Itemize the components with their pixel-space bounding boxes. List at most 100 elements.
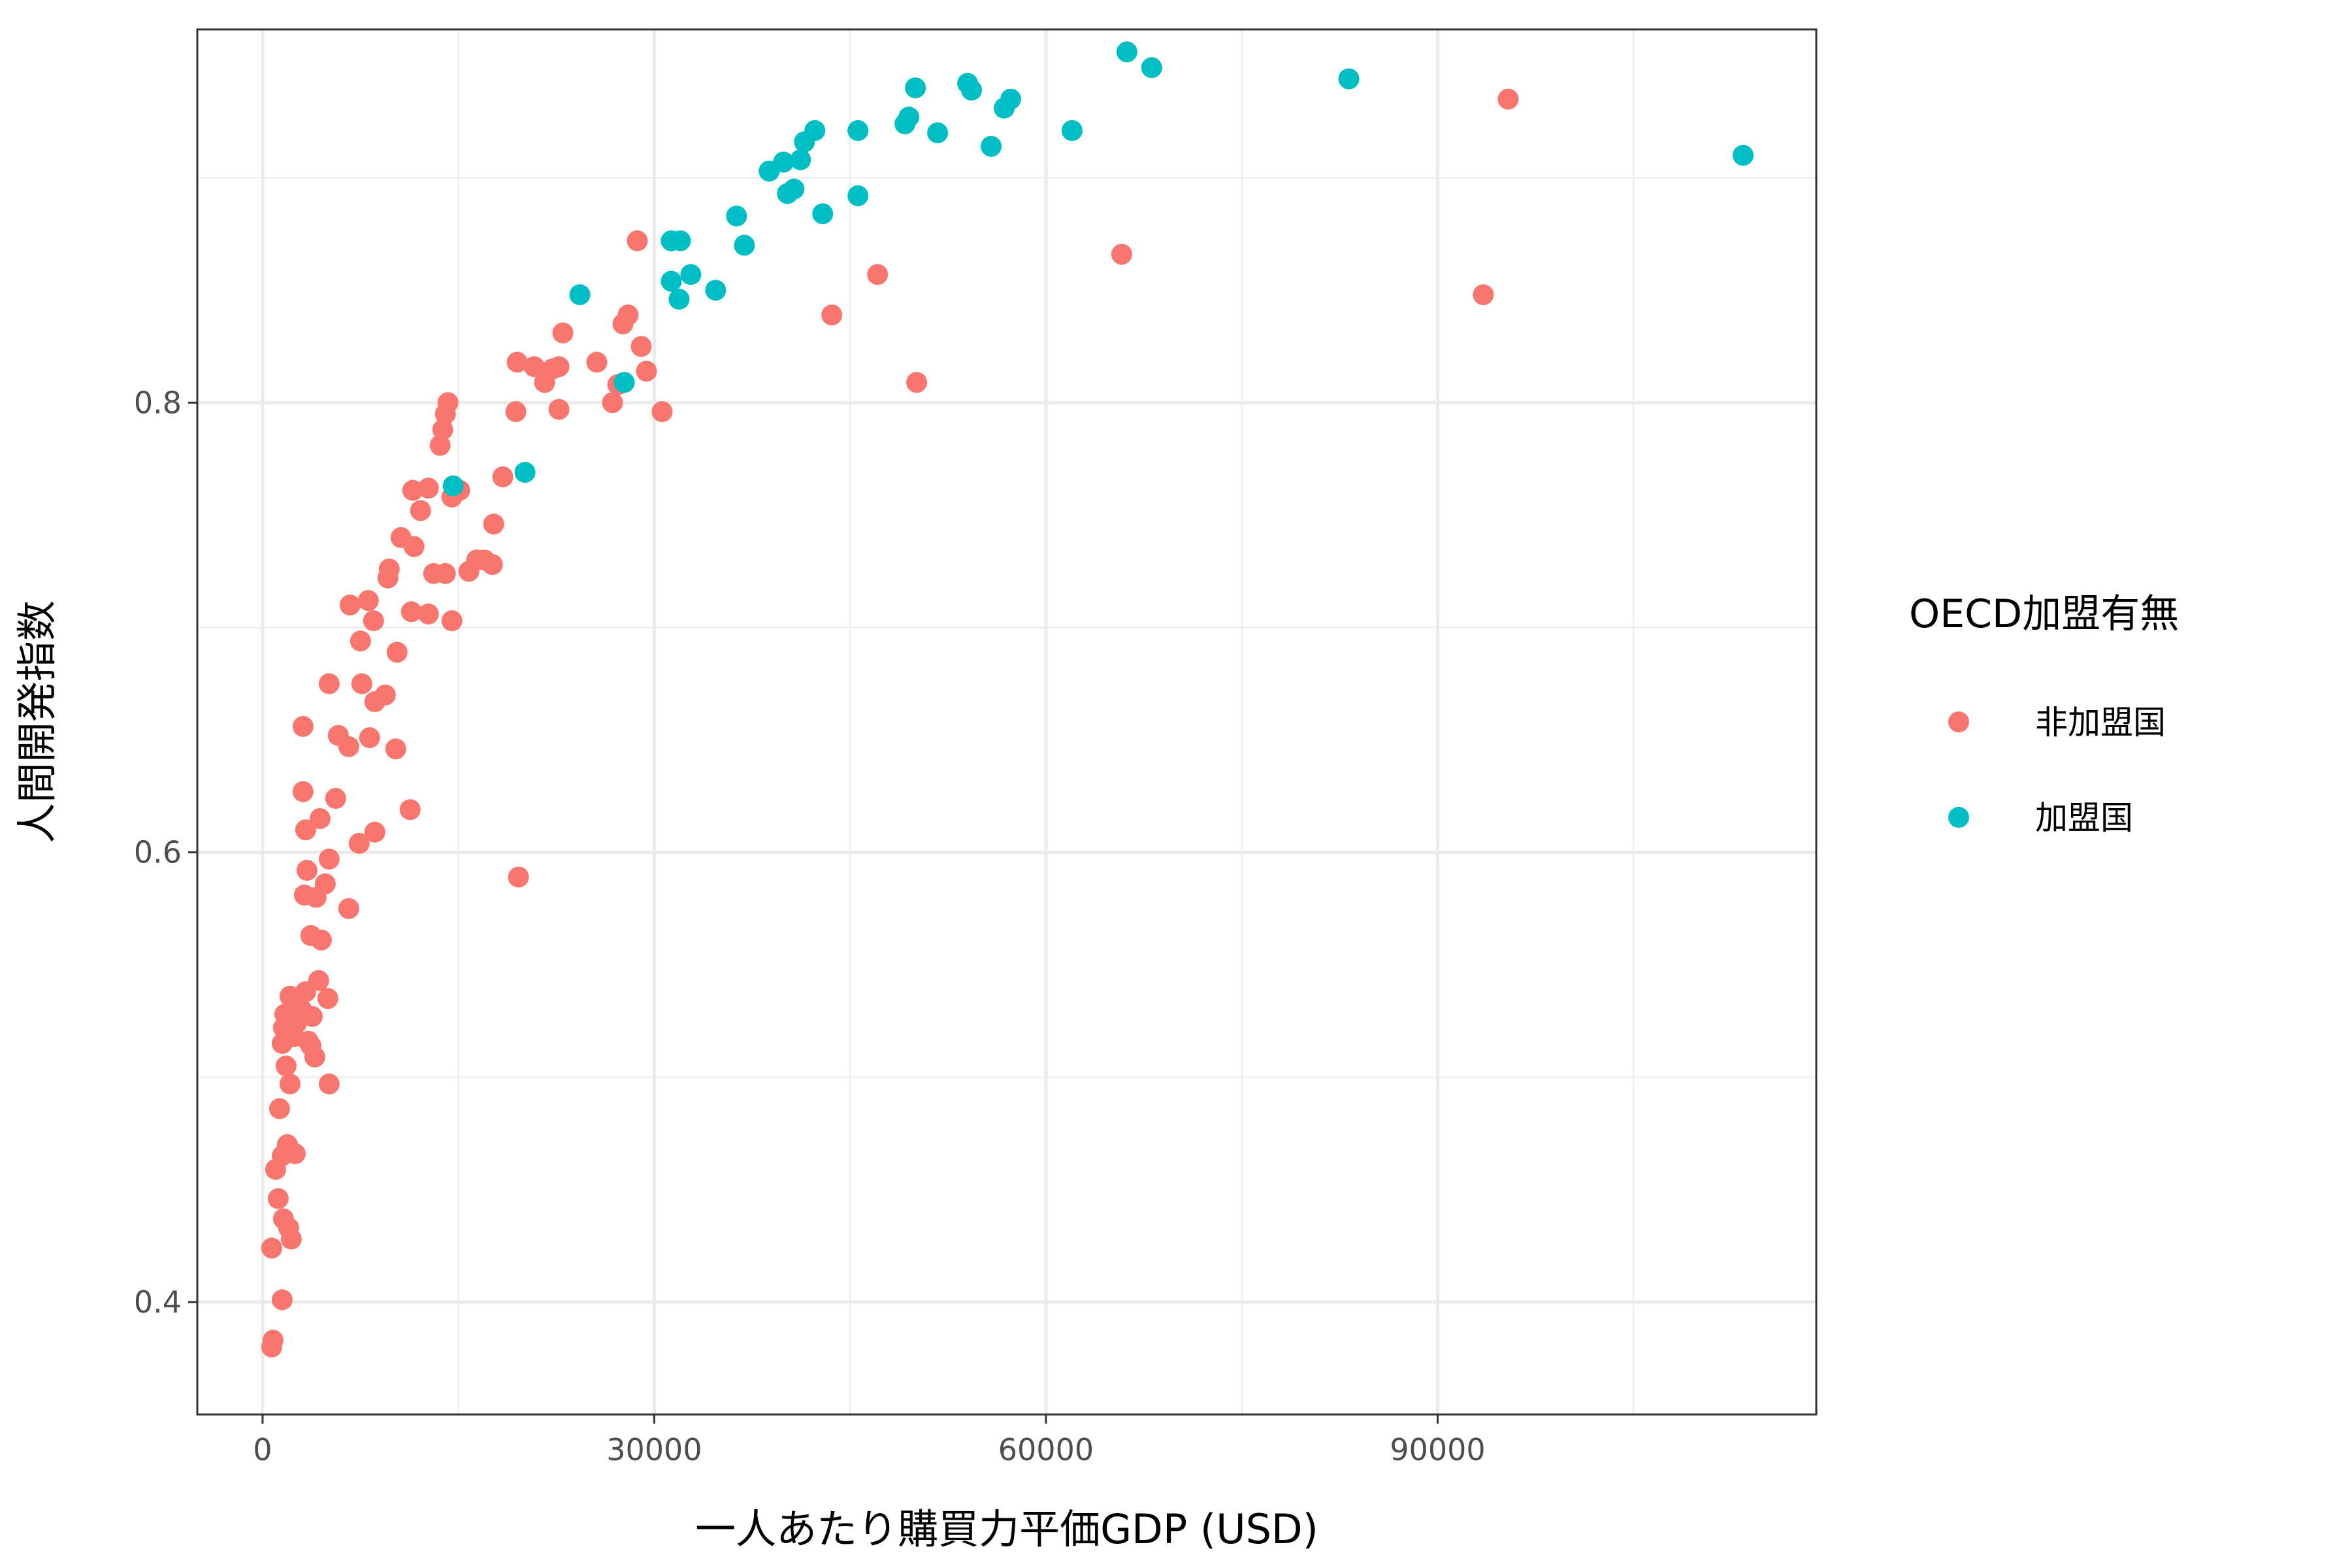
point-member: [1116, 41, 1137, 63]
point-non-member: [429, 434, 451, 456]
point-non-member: [378, 558, 400, 580]
point-non-member: [261, 1237, 282, 1259]
point-member: [734, 235, 755, 256]
point-non-member: [492, 466, 514, 487]
point-non-member: [304, 1046, 325, 1068]
point-non-member: [385, 738, 406, 760]
point-non-member: [338, 736, 359, 757]
point-non-member: [308, 970, 329, 991]
axes: 0 30000 60000 90000 0.4 0.6 0.8: [134, 385, 1486, 1467]
point-non-member: [602, 392, 623, 414]
y-axis-title: 人間開発指数: [13, 600, 61, 843]
point-member: [1338, 68, 1360, 90]
point-non-member: [295, 819, 316, 841]
point-member: [670, 230, 691, 252]
point-non-member: [505, 401, 527, 423]
point-member: [898, 106, 920, 128]
point-member: [569, 284, 591, 306]
point-non-member: [441, 610, 463, 632]
point-non-member: [310, 929, 332, 951]
point-member: [804, 120, 826, 141]
legend-key: [1948, 807, 1969, 828]
point-non-member: [651, 401, 673, 423]
point-non-member: [318, 1073, 340, 1095]
point-member: [514, 461, 536, 483]
data-points: [261, 41, 1754, 1358]
point-non-member: [325, 788, 346, 809]
point-non-member: [627, 230, 648, 252]
point-non-member: [348, 832, 370, 854]
point-non-member: [506, 351, 528, 373]
point-non-member: [296, 860, 318, 881]
point-non-member: [309, 808, 331, 829]
point-non-member: [318, 673, 340, 694]
point-non-member: [314, 873, 336, 894]
point-non-member: [906, 372, 928, 393]
grid-lines: [197, 29, 1816, 1414]
point-non-member: [437, 392, 459, 414]
x-axis-title: 一人あたり購買力平価GDP (USD): [695, 1505, 1318, 1553]
point-non-member: [548, 399, 570, 420]
plot-panel-border: [196, 28, 1818, 1416]
x-tick-label: 90000: [1390, 1432, 1485, 1467]
point-non-member: [271, 1289, 293, 1311]
legend-label: 非加盟国: [2035, 704, 2166, 742]
legend-label: 加盟国: [2035, 799, 2133, 837]
point-non-member: [1497, 88, 1519, 110]
point-non-member: [630, 336, 652, 357]
x-tick-label: 30000: [606, 1432, 702, 1467]
y-tick-label: 0.8: [134, 385, 182, 420]
point-member: [668, 288, 690, 310]
point-member: [661, 270, 682, 292]
point-non-member: [867, 264, 889, 286]
point-member: [783, 178, 805, 200]
point-member: [613, 372, 635, 393]
point-non-member: [482, 554, 503, 576]
point-non-member: [417, 478, 439, 499]
point-member: [442, 475, 464, 497]
point-non-member: [280, 1228, 302, 1250]
point-non-member: [821, 304, 843, 326]
point-non-member: [269, 1098, 290, 1119]
point-non-member: [359, 727, 380, 749]
point-member: [847, 185, 869, 206]
point-member: [1061, 120, 1083, 141]
point-member: [1141, 57, 1162, 78]
point-non-member: [548, 356, 570, 378]
point-non-member: [374, 684, 396, 706]
point-non-member: [508, 866, 529, 888]
point-non-member: [523, 356, 545, 378]
point-non-member: [364, 821, 385, 843]
point-non-member: [284, 1143, 306, 1164]
point-member: [773, 152, 794, 173]
point-non-member: [636, 361, 657, 382]
x-tick-label: 0: [253, 1432, 272, 1467]
point-non-member: [357, 590, 379, 612]
point-non-member: [399, 799, 421, 821]
point-member: [705, 280, 727, 301]
point-non-member: [262, 1330, 284, 1351]
x-tick-label: 60000: [998, 1432, 1094, 1467]
point-member: [812, 203, 834, 225]
point-non-member: [432, 419, 453, 440]
point-non-member: [292, 781, 314, 802]
point-non-member: [350, 630, 371, 652]
point-member: [790, 149, 811, 171]
point-non-member: [552, 322, 574, 344]
point-non-member: [301, 1005, 323, 1027]
point-non-member: [275, 1055, 297, 1077]
point-member: [680, 264, 702, 286]
legend-key: [1948, 711, 1969, 732]
point-non-member: [1111, 244, 1132, 265]
point-non-member: [386, 642, 408, 663]
point-non-member: [617, 304, 639, 326]
point-member: [927, 122, 949, 144]
point-non-member: [351, 673, 372, 694]
point-member: [726, 205, 747, 227]
point-member: [981, 135, 1002, 157]
point-non-member: [402, 480, 423, 501]
